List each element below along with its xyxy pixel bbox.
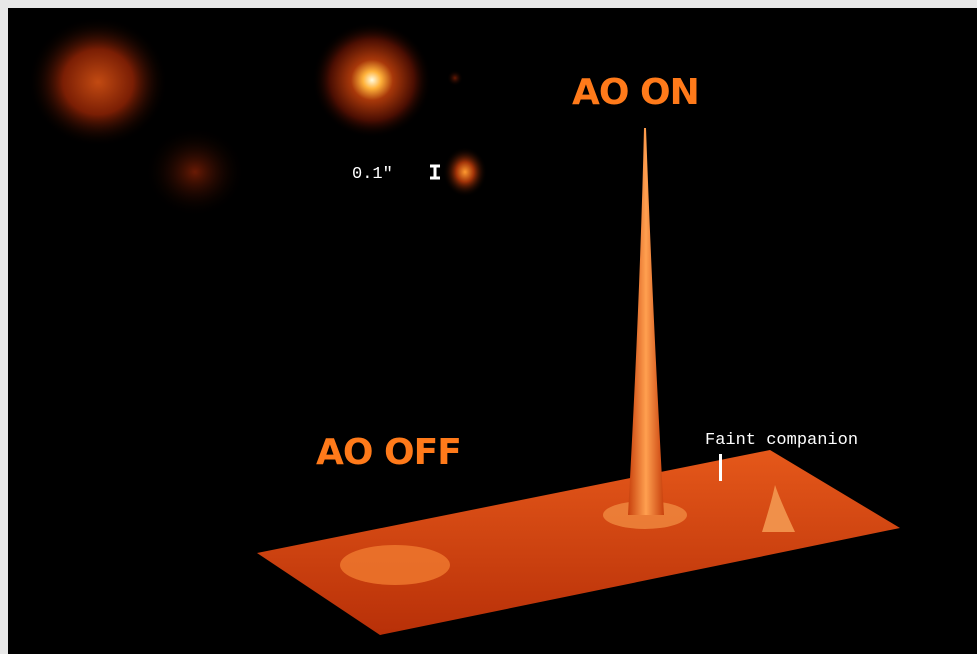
blob xyxy=(28,17,168,147)
companion-marker xyxy=(719,454,722,481)
binary-star xyxy=(443,147,487,197)
blob xyxy=(447,70,463,86)
scale-bar xyxy=(430,164,440,180)
surface xyxy=(257,450,900,635)
ao-off-label: AO OFF xyxy=(316,432,461,473)
ao-on-peak xyxy=(628,128,664,515)
blob xyxy=(145,127,245,217)
star-image xyxy=(312,22,432,138)
ao-on-label: AO ON xyxy=(572,72,699,113)
companion-peak xyxy=(762,485,795,532)
scale-label: 0.1" xyxy=(352,165,393,184)
ao-off-bump xyxy=(340,545,450,585)
companion-label: Faint companion xyxy=(705,431,858,450)
